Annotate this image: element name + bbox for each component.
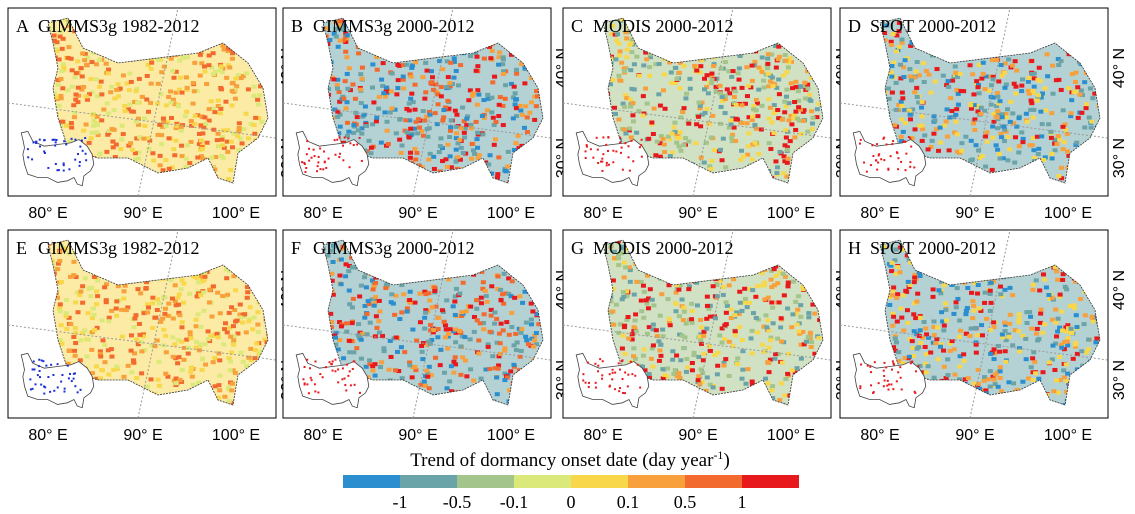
panel-title: MODIS 2000-2012 <box>593 238 734 258</box>
panel-letter: A <box>16 16 29 36</box>
panel-title: GIMMS3g 1982-2012 <box>38 16 200 36</box>
lon-label: 100° E <box>487 205 535 222</box>
lon-label: 100° E <box>767 427 815 444</box>
lon-label: 100° E <box>487 427 535 444</box>
colorbar-title-sup: -1 <box>713 448 723 462</box>
colorbar-title-text: Trend of dormancy onset date (day year <box>410 450 714 471</box>
lat-label: 30° N <box>1111 360 1128 400</box>
colorbar-swatch <box>457 475 514 488</box>
panel-letter: C <box>571 16 583 36</box>
colorbar-label: -1 <box>393 492 408 512</box>
panel-letter: F <box>291 238 301 258</box>
map-panel: AGIMMS3g 1982-201280° E90° E100° E40° N3… <box>8 8 296 222</box>
panel-title: SPOT 2000-2012 <box>870 238 996 258</box>
colorbar-swatch <box>571 475 628 488</box>
lon-label: 80° E <box>860 205 899 222</box>
lon-label: 90° E <box>678 427 717 444</box>
lon-label: 90° E <box>398 205 437 222</box>
lon-label: 80° E <box>860 427 899 444</box>
colorbar-label: -0.1 <box>500 492 529 512</box>
colorbar-swatch <box>400 475 457 488</box>
colorbar-label: 0.5 <box>674 492 697 512</box>
lon-label: 100° E <box>1044 427 1092 444</box>
map-panel: CMODIS 2000-201280° E90° E100° E40° N30°… <box>563 8 851 222</box>
colorbar-label: 0.1 <box>617 492 640 512</box>
lon-label: 80° E <box>303 205 342 222</box>
lon-label: 100° E <box>1044 205 1092 222</box>
lat-label: 30° N <box>1111 138 1128 178</box>
colorbar-swatch <box>343 475 400 488</box>
panel-letter: E <box>16 238 27 258</box>
lon-label: 90° E <box>123 205 162 222</box>
lon-label: 80° E <box>28 205 67 222</box>
lon-label: 90° E <box>398 427 437 444</box>
colorbar-label: -0.5 <box>443 492 472 512</box>
colorbar-swatch <box>742 475 799 488</box>
panel-title: MODIS 2000-2012 <box>593 16 734 36</box>
colorbar-swatch <box>514 475 571 488</box>
colorbar-label: 1 <box>738 492 747 512</box>
panel-letter: G <box>571 238 584 258</box>
panel-title: GIMMS3g 2000-2012 <box>313 16 475 36</box>
panel-title: GIMMS3g 2000-2012 <box>313 238 475 258</box>
lon-label: 80° E <box>28 427 67 444</box>
map-panel: EGIMMS3g 1982-201280° E90° E100° E40° N3… <box>8 230 296 444</box>
colorbar-swatch <box>628 475 685 488</box>
lon-label: 90° E <box>123 427 162 444</box>
lat-label: 40° N <box>1111 48 1128 88</box>
lon-label: 100° E <box>212 205 260 222</box>
lon-label: 100° E <box>767 205 815 222</box>
panel-letter: H <box>848 238 861 258</box>
panel-title: SPOT 2000-2012 <box>870 16 996 36</box>
lon-label: 80° E <box>303 427 342 444</box>
colorbar-label: 0 <box>567 492 576 512</box>
lon-label: 90° E <box>955 205 994 222</box>
lon-label: 80° E <box>583 205 622 222</box>
panel-title: GIMMS3g 1982-2012 <box>38 238 200 258</box>
colorbar-title-end: ) <box>723 450 729 471</box>
map-panel: H SPOT 2000-2012 80° E 90° E 100° E 40° N 30° … <box>840 230 1128 444</box>
panel-letter: B <box>291 16 303 36</box>
colorbar-swatch <box>685 475 742 488</box>
panel-letter: D <box>848 16 861 36</box>
lon-label: 90° E <box>955 427 994 444</box>
map-panel: FGIMMS3g 2000-201280° E90° E100° E40° N3… <box>283 230 571 444</box>
lon-label: 90° E <box>678 205 717 222</box>
lon-label: 100° E <box>212 427 260 444</box>
map-panel: BGIMMS3g 2000-201280° E90° E100° E40° N3… <box>283 8 571 222</box>
map-panel: GMODIS 2000-201280° E90° E100° E40° N30°… <box>563 230 851 444</box>
colorbar-title: Trend of dormancy onset date (day year-1… <box>410 448 730 471</box>
lon-label: 80° E <box>583 427 622 444</box>
lat-label: 40° N <box>1111 270 1128 310</box>
map-panel: D SPOT 2000-2012 80° E 90° E 100° E 40° N 30° … <box>840 8 1128 222</box>
